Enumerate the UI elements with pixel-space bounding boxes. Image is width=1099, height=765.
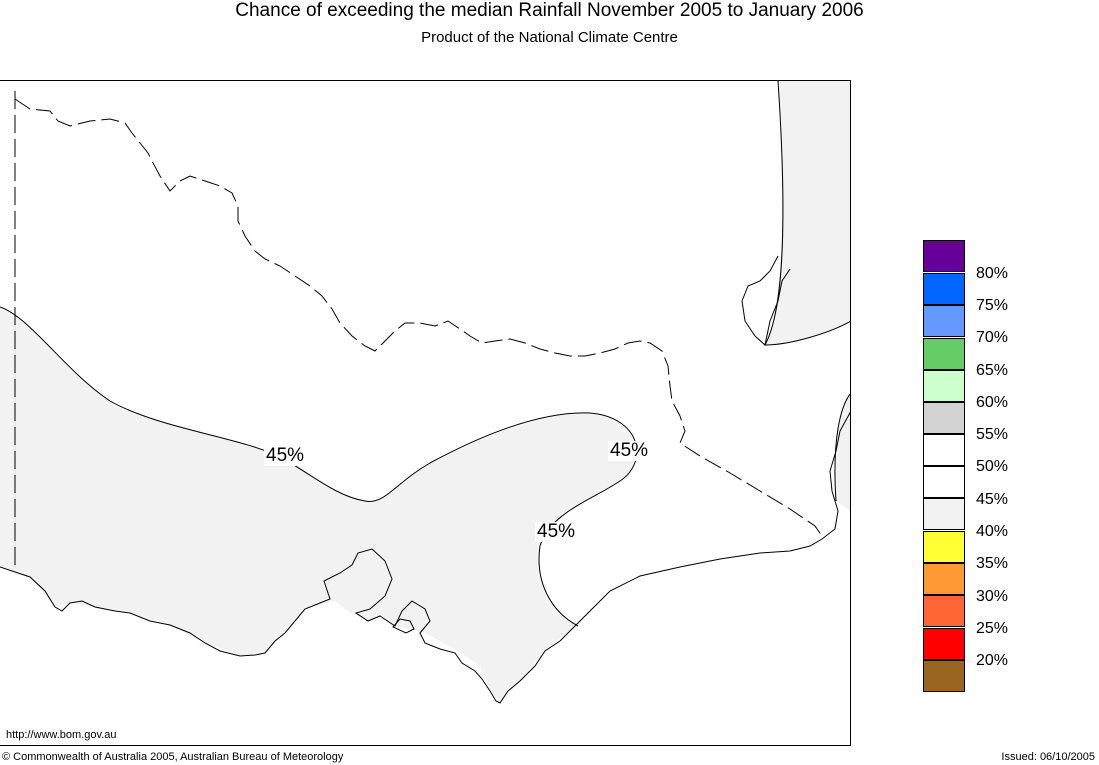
legend-swatch <box>923 466 965 498</box>
ocean <box>0 546 822 745</box>
shaded-region-northeast <box>765 81 850 345</box>
contour-line-45-northeast <box>764 81 850 346</box>
legend-swatch <box>923 370 965 402</box>
coastline-east <box>829 411 850 530</box>
legend-swatch <box>923 531 965 563</box>
legend-label: 60% <box>976 394 1009 411</box>
legend-swatch <box>923 338 965 370</box>
shaded-region-east <box>834 394 850 511</box>
contour-label-west: 45% <box>264 445 307 466</box>
legend-label: 55% <box>976 426 1009 443</box>
legend-swatch <box>923 628 965 660</box>
map-frame: 45% 45% 45% <box>0 80 851 746</box>
legend-label: 75% <box>976 297 1009 314</box>
legend-label: 65% <box>976 362 1009 379</box>
legend-swatch <box>923 498 965 530</box>
legend-label: 25% <box>976 620 1009 637</box>
legend-label: 20% <box>976 652 1009 669</box>
copyright-notice: © Commonwealth of Australia 2005, Austra… <box>2 751 344 763</box>
legend-label: 80% <box>976 265 1009 282</box>
coastline <box>0 528 836 704</box>
contour-line-45-main <box>0 306 638 627</box>
legend-swatch <box>923 240 965 272</box>
legend-label: 30% <box>976 588 1009 605</box>
legend-label: 50% <box>976 458 1009 475</box>
issued-date: Issued: 06/10/2005 <box>1001 751 1095 763</box>
map-subtitle: Product of the National Climate Centre <box>421 29 678 46</box>
state-border-murray <box>14 98 823 537</box>
contour-line-45-east <box>834 393 850 502</box>
legend-label: 45% <box>976 491 1009 508</box>
legend-swatch <box>923 595 965 627</box>
contour-label-east: 45% <box>608 440 651 461</box>
victoria-map <box>0 81 850 745</box>
legend-label: 40% <box>976 523 1009 540</box>
legend-label: 35% <box>976 555 1009 572</box>
legend-swatch <box>923 434 965 466</box>
source-url[interactable]: http://www.bom.gov.au <box>6 729 117 741</box>
coastline-bay <box>392 618 415 634</box>
legend-swatch <box>923 402 965 434</box>
map-title: Chance of exceeding the median Rainfall … <box>235 0 864 21</box>
legend-swatch <box>923 273 965 305</box>
coastline-northeast-bay <box>741 255 791 346</box>
contour-label-south: 45% <box>535 521 578 542</box>
legend-swatch <box>923 305 965 337</box>
legend-swatch <box>923 660 965 692</box>
legend-swatch <box>923 563 965 595</box>
legend-label: 70% <box>976 329 1009 346</box>
